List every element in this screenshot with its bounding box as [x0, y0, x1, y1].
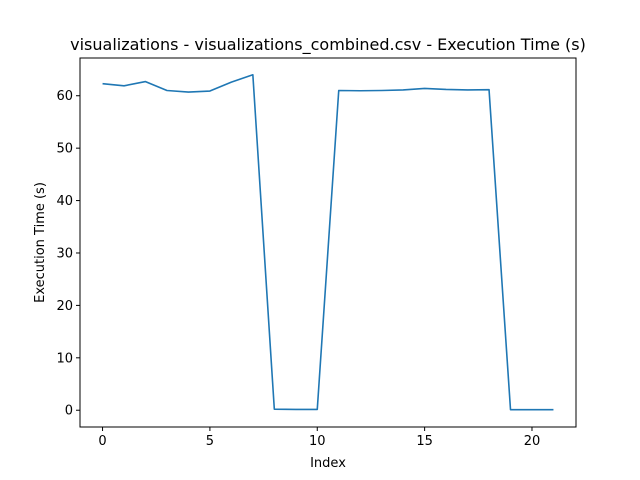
x-axis-label: Index [310, 456, 346, 471]
y-tick-label: 0 [65, 404, 73, 419]
x-tick-label: 15 [416, 434, 433, 449]
x-tick-label: 20 [524, 434, 541, 449]
y-ticks: 0 10 20 30 40 50 60 [56, 89, 80, 419]
x-tick-label: 0 [98, 434, 106, 449]
plot-area [102, 73, 554, 411]
x-tick-label: 10 [309, 434, 326, 449]
y-tick-label: 10 [56, 351, 73, 366]
axes-frame [79, 57, 577, 428]
x-tick-label: 5 [206, 434, 214, 449]
series-line-0 [102, 73, 554, 411]
x-ticks: 0 5 10 15 20 [98, 427, 540, 449]
y-tick-label: 30 [56, 246, 73, 261]
y-axis-label: Execution Time (s) [33, 182, 48, 303]
y-tick-label: 50 [56, 142, 73, 157]
y-tick-label: 40 [56, 194, 73, 209]
chart-title: visualizations - visualizations_combined… [70, 35, 586, 55]
y-tick-label: 20 [56, 299, 73, 314]
y-tick-label: 60 [56, 89, 73, 104]
